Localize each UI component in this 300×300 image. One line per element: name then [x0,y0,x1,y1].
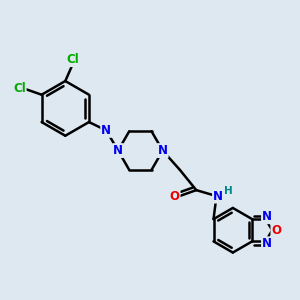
Text: Cl: Cl [13,82,26,95]
Text: N: N [262,210,272,223]
Text: N: N [101,124,111,137]
Text: O: O [272,224,281,237]
Text: Cl: Cl [66,53,79,66]
Text: N: N [213,190,223,202]
Text: H: H [224,186,233,196]
Text: N: N [262,237,272,250]
Text: O: O [169,190,180,202]
Text: N: N [158,144,168,157]
Text: N: N [113,144,123,157]
